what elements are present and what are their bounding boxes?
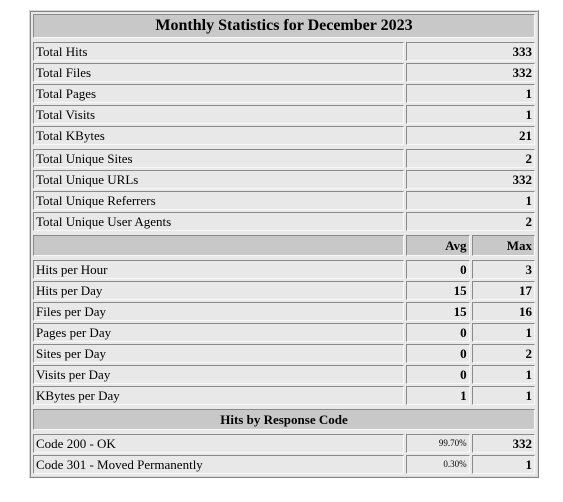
table-row: Total Hits 333 xyxy=(33,42,535,61)
avg-value: 15 xyxy=(406,302,470,321)
stat-label: Pages per Day xyxy=(33,323,405,342)
table-row: KBytes per Day 1 1 xyxy=(33,386,535,405)
max-value: 16 xyxy=(471,302,535,321)
stat-value: 2 xyxy=(406,149,535,168)
avg-value: 15 xyxy=(406,281,470,300)
stat-label: Total Unique Sites xyxy=(33,149,405,168)
avg-value: 0 xyxy=(406,323,470,342)
stat-label: Files per Day xyxy=(33,302,405,321)
avg-value: 0 xyxy=(406,260,470,279)
table-row: Total Unique Sites 2 xyxy=(33,149,535,168)
stat-value: 1 xyxy=(406,105,535,124)
table-row: Visits per Day 0 1 xyxy=(33,365,535,384)
stat-label: Total Unique Referrers xyxy=(33,191,405,210)
stat-value: 333 xyxy=(406,42,535,61)
table-row: Hits per Day 15 17 xyxy=(33,281,535,300)
table-row: Pages per Day 0 1 xyxy=(33,323,535,342)
table-row: Total Visits 1 xyxy=(33,105,535,124)
stat-value: 1 xyxy=(406,191,535,210)
stat-value: 1 xyxy=(406,84,535,103)
table-row: Sites per Day 0 2 xyxy=(33,344,535,363)
table-row: Total Unique URLs 332 xyxy=(33,170,535,189)
table-row: Code 200 - OK 99.70% 332 xyxy=(33,434,535,453)
averages-header-row: Avg Max xyxy=(33,235,535,256)
response-code-count: 332 xyxy=(471,434,535,453)
stat-label: Total Hits xyxy=(33,42,405,61)
stat-label: Sites per Day xyxy=(33,344,405,363)
table-row: Hits per Hour 0 3 xyxy=(33,260,535,279)
table-row: Files per Day 15 16 xyxy=(33,302,535,321)
response-code-percent: 0.30% xyxy=(406,455,470,474)
stat-label: Total Pages xyxy=(33,84,405,103)
table-row: Total Unique User Agents 2 xyxy=(33,212,535,231)
header-spacer xyxy=(33,235,405,256)
max-value: 1 xyxy=(471,323,535,342)
stat-label: Total KBytes xyxy=(33,126,405,145)
avg-value: 0 xyxy=(406,344,470,363)
response-code-header-row: Hits by Response Code xyxy=(33,409,535,430)
avg-value: 0 xyxy=(406,365,470,384)
max-value: 3 xyxy=(471,260,535,279)
max-value: 1 xyxy=(471,365,535,384)
table-row: Code 301 - Moved Permanently 0.30% 1 xyxy=(33,455,535,474)
page-title: Monthly Statistics for December 2023 xyxy=(33,14,535,38)
max-column-header: Max xyxy=(471,235,535,256)
avg-value: 1 xyxy=(406,386,470,405)
stat-value: 2 xyxy=(406,212,535,231)
stat-value: 21 xyxy=(406,126,535,145)
response-code-label: Code 301 - Moved Permanently xyxy=(33,455,405,474)
response-code-label: Code 200 - OK xyxy=(33,434,405,453)
stat-value: 332 xyxy=(406,63,535,82)
stat-label: Total Visits xyxy=(33,105,405,124)
monthly-statistics-table: Monthly Statistics for December 2023 Tot… xyxy=(29,10,539,478)
table-row: Total Unique Referrers 1 xyxy=(33,191,535,210)
table-row: Total KBytes 21 xyxy=(33,126,535,145)
table-row: Total Files 332 xyxy=(33,63,535,82)
max-value: 1 xyxy=(471,386,535,405)
max-value: 17 xyxy=(471,281,535,300)
stat-label: Hits per Day xyxy=(33,281,405,300)
response-code-count: 1 xyxy=(471,455,535,474)
section-title: Hits by Response Code xyxy=(33,409,535,430)
stat-label: KBytes per Day xyxy=(33,386,405,405)
table-row: Total Pages 1 xyxy=(33,84,535,103)
stat-label: Total Unique User Agents xyxy=(33,212,405,231)
stat-value: 332 xyxy=(406,170,535,189)
stat-label: Total Unique URLs xyxy=(33,170,405,189)
response-code-percent: 99.70% xyxy=(406,434,470,453)
stat-label: Hits per Hour xyxy=(33,260,405,279)
stat-label: Total Files xyxy=(33,63,405,82)
stat-label: Visits per Day xyxy=(33,365,405,384)
avg-column-header: Avg xyxy=(406,235,470,256)
max-value: 2 xyxy=(471,344,535,363)
